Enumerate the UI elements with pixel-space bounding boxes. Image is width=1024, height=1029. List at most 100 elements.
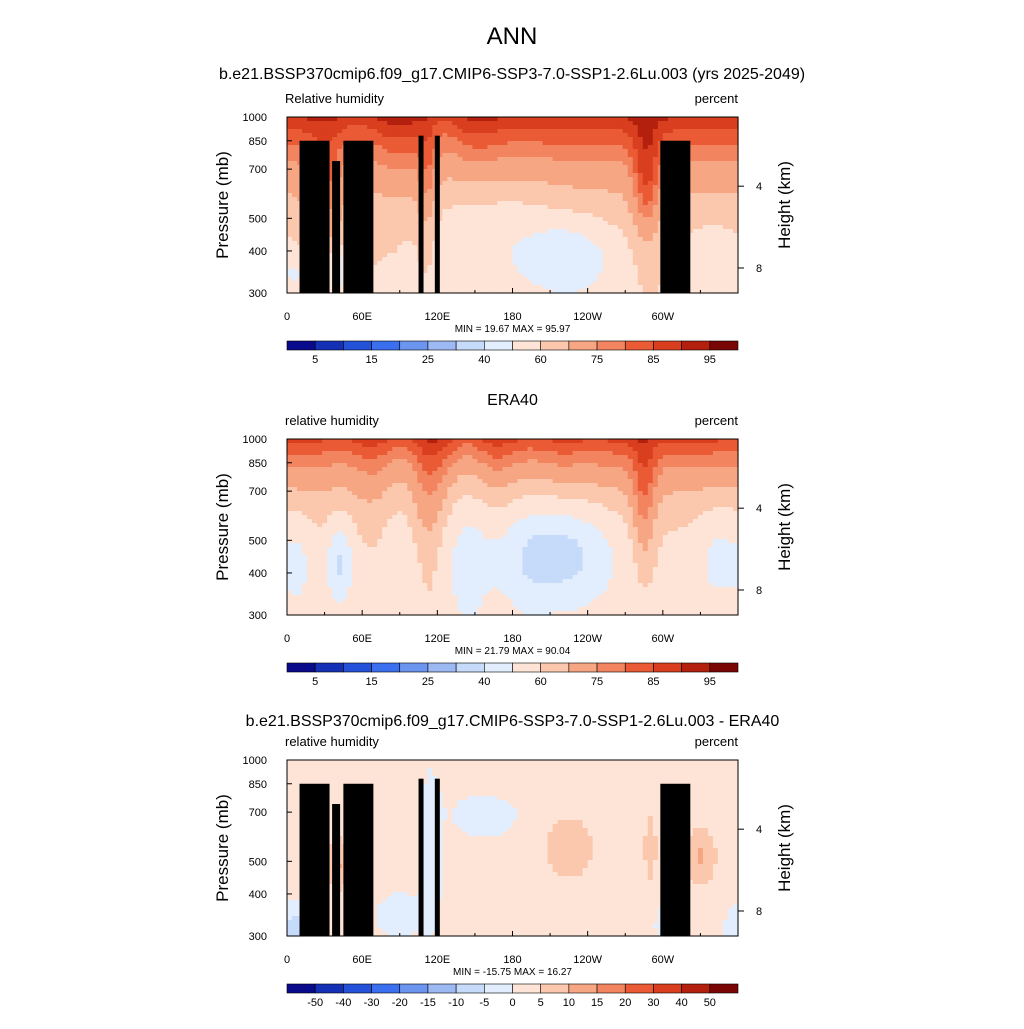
field-cell [603,189,609,194]
field-cell [297,503,303,508]
field-cell [713,273,719,278]
field-cell [507,169,513,174]
field-cell [412,149,418,154]
field-cell [477,189,483,194]
field-cell [653,121,659,126]
field-cell [392,579,398,584]
field-cell [307,495,313,500]
field-cell [613,157,619,162]
field-cell [507,205,513,210]
field-cell [588,145,594,150]
field-cell [573,125,579,130]
field-cell [372,467,378,472]
field-cell [613,205,619,210]
field-cell [387,117,393,122]
field-cell [573,177,579,182]
field-cell [723,181,729,186]
field-cell [382,587,388,592]
field-cell [703,261,709,266]
field-cell [307,567,313,572]
field-cell [382,595,388,600]
field-cell [372,547,378,552]
field-cell [558,241,564,246]
field-cell [693,137,699,142]
field-cell [588,121,594,126]
field-cell [548,197,554,202]
field-cell [502,185,508,190]
field-cell [492,285,498,290]
field-cell [698,117,704,122]
field-cell [698,257,704,262]
field-cell [502,145,508,150]
field-cell [427,229,433,234]
field-cell [608,157,614,162]
terrain-block [332,161,340,293]
field-cell [292,153,298,158]
field-cell [713,165,719,170]
field-cell [603,217,609,222]
field-cell [528,285,534,290]
field-cell [698,201,704,206]
field-cell [653,245,659,250]
field-cell [703,245,709,250]
field-cell [643,165,649,170]
field-cell [412,193,418,198]
field-cell [392,161,398,166]
field-cell [462,205,468,210]
field-cell [382,479,388,484]
field-cell [352,583,358,588]
field-cell [613,273,619,278]
field-cell [513,133,519,138]
field-cell [482,201,488,206]
field-cell [447,161,453,166]
field-cell [618,149,624,154]
field-cell [337,527,343,532]
field-cell [548,233,554,238]
field-cell [322,587,328,592]
field-cell [578,177,584,182]
field-cell [703,177,709,182]
field-cell [487,121,493,126]
field-cell [718,257,724,262]
field-cell [638,281,644,286]
field-cell [452,121,458,126]
field-cell [392,471,398,476]
field-cell [583,169,589,174]
field-cell [412,189,418,194]
field-cell [492,245,498,250]
field-cell [492,233,498,238]
field-cell [548,125,554,130]
field-cell [638,269,644,274]
field-cell [558,201,564,206]
field-cell [442,225,448,230]
field-cell [618,193,624,198]
field-cell [573,249,579,254]
field-cell [713,205,719,210]
field-cell [317,607,323,612]
field-cell [497,149,503,154]
field-cell [442,185,448,190]
field-cell [397,253,403,258]
field-cell [357,595,363,600]
field-cell [332,121,338,126]
field-cell [362,467,368,472]
field-cell [447,153,453,158]
field-cell [482,169,488,174]
field-cell [292,571,298,576]
field-cell [467,153,473,158]
field-cell [302,519,308,524]
field-cell [502,213,508,218]
field-cell [728,257,734,262]
field-cell [342,531,348,536]
field-cell [402,121,408,126]
field-cell [472,149,478,154]
field-cell [382,459,388,464]
field-cell [467,193,473,198]
field-cell [698,213,704,218]
field-cell [628,253,634,258]
field-cell [467,157,473,162]
field-cell [407,173,413,178]
field-cell [302,591,308,596]
field-cell [643,137,649,142]
field-cell [492,241,498,246]
